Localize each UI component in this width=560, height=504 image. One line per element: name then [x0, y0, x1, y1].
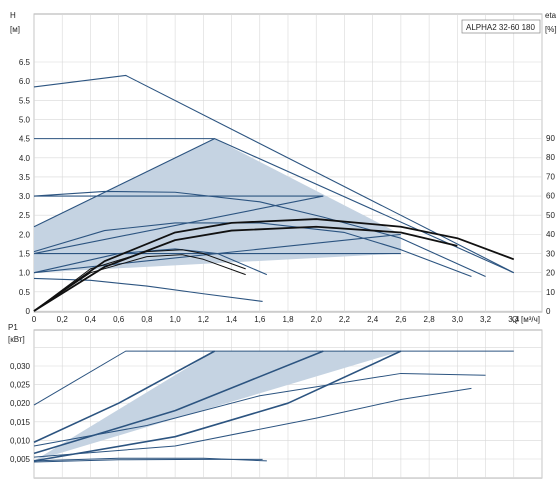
- bottom-series-line: [33, 372, 486, 447]
- top-x-tick-label: 1,2: [198, 315, 210, 324]
- top-x-tick-label: 0,4: [85, 315, 97, 324]
- top-series-line: [33, 254, 246, 312]
- top-y-tick-label: 0.5: [19, 288, 31, 297]
- top-x-tick-label: 3,4: [508, 315, 520, 324]
- bottom-series-line: [33, 350, 216, 443]
- top-y-tick-label: 3.5: [19, 173, 31, 182]
- top-x-tick-label: 2,6: [395, 315, 407, 324]
- top-y2-tick-label: 40: [546, 230, 555, 239]
- top-y2-unit: [%]: [545, 25, 557, 34]
- bottom-y-tick-label: 0,010: [10, 436, 31, 445]
- top-x-label: Q: [512, 315, 518, 324]
- top-x-tick-label: 1,8: [282, 315, 294, 324]
- top-y-tick-label: 2.0: [19, 230, 31, 239]
- model-label: ALPHA2 32-60 180: [466, 23, 535, 32]
- top-y2-tick-label: 30: [546, 249, 555, 258]
- top-y-tick-label: 5.0: [19, 115, 31, 124]
- bottom-series-line: [33, 350, 514, 406]
- top-series-line: [33, 138, 515, 274]
- top-x-tick-label: 2,2: [339, 315, 351, 324]
- top-x-tick-label: 1,6: [254, 315, 266, 324]
- top-series-line: [33, 74, 515, 274]
- top-x-tick-label: 2,0: [311, 315, 323, 324]
- top-y2-tick-label: 0: [546, 307, 551, 316]
- head-efficiency-chart: 0 0,2 0,4 0,6 0,8 1,0 1,2 1,4 1,6 1,8 2,0 2,2 2,4 2,6…: [10, 11, 557, 324]
- bottom-y-ticks: 0,005 0,010 0,015 0,020 0,025 0,030: [10, 362, 31, 464]
- top-series-line: [33, 190, 486, 278]
- bottom-series-group: [33, 350, 514, 463]
- top-y2-tick-label: 60: [546, 192, 555, 201]
- top-y-tick-label: 4.0: [19, 154, 31, 163]
- top-x-ticks: 0 0,2 0,4 0,6 0,8 1,0 1,2 1,4 1,6 1,8 2,0 2,2 2,4 2,6…: [32, 315, 520, 324]
- top-x-tick-label: 2,4: [367, 315, 379, 324]
- top-x-tick-label: 1,0: [170, 315, 182, 324]
- top-x-tick-label: 2,8: [424, 315, 436, 324]
- bottom-y-unit: [кВт]: [8, 335, 25, 344]
- bottom-shaded-region: [34, 351, 401, 461]
- top-y-tick-label: 1.0: [19, 269, 31, 278]
- top-y-tick-label: 6.0: [19, 77, 31, 86]
- bottom-series-line: [33, 350, 402, 462]
- top-y2-label: eta: [545, 11, 557, 20]
- top-series-line: [33, 248, 268, 276]
- top-series-line: [33, 218, 515, 312]
- top-x-tick-label: 0,8: [141, 315, 153, 324]
- top-y-unit: [м]: [10, 25, 20, 34]
- bottom-shaded-area: [34, 351, 401, 461]
- top-y2-tick-label: 10: [546, 288, 555, 297]
- top-y2-tick-label: 80: [546, 153, 555, 162]
- top-x-tick-label: 3,2: [480, 315, 492, 324]
- top-series-group: [33, 74, 515, 312]
- top-y-tick-label: 3.0: [19, 192, 31, 201]
- top-y-tick-label: 0: [26, 307, 31, 316]
- top-y-ticks: 0 0.5 1.0 1.5 2.0 2.5 3.0 3.5 4.0 4.5 5.0 5.5 6.0 6.5: [19, 58, 31, 316]
- bottom-y-tick-label: 0,025: [10, 381, 31, 390]
- bottom-y-tick-label: 0,005: [10, 455, 31, 464]
- top-y-label: H: [10, 11, 16, 20]
- top-y-tick-label: 5.5: [19, 96, 31, 105]
- top-y2-ticks: 0 10 20 30 40 50 60 70 80 90: [546, 134, 555, 316]
- bottom-y-tick-label: 0,015: [10, 418, 31, 427]
- bottom-y-label: P1: [8, 323, 18, 332]
- top-y-tick-label: 4.5: [19, 135, 31, 144]
- top-series-line: [33, 222, 472, 278]
- top-x-unit: [м³/ч]: [521, 315, 540, 324]
- top-shaded-region: [34, 138, 401, 273]
- top-y-tick-label: 2.5: [19, 211, 31, 220]
- top-y-tick-label: 1.5: [19, 250, 31, 259]
- top-x-tick-label: 0: [32, 315, 37, 324]
- top-shaded-area: [34, 138, 401, 273]
- bottom-y-tick-label: 0,030: [10, 362, 31, 371]
- bottom-series-line: [33, 387, 472, 458]
- top-y-tick-label: 6.5: [19, 58, 31, 67]
- top-x-tick-label: 0,2: [57, 315, 69, 324]
- top-x-tick-label: 1,4: [226, 315, 238, 324]
- top-y2-tick-label: 90: [546, 134, 555, 143]
- top-y2-tick-label: 50: [546, 211, 555, 220]
- top-y2-tick-label: 20: [546, 269, 555, 278]
- model-label-box: [461, 19, 541, 34]
- top-y2-tick-label: 70: [546, 172, 555, 181]
- top-series-line: [33, 277, 263, 302]
- top-series-line: [33, 225, 458, 312]
- top-x-tick-label: 0,6: [113, 315, 125, 324]
- bottom-y-tick-label: 0,020: [10, 399, 31, 408]
- bottom-series-line: [33, 350, 324, 455]
- power-chart: 0,005 0,010 0,015 0,020 0,025 0,030 P1 [кВт]: [8, 323, 543, 479]
- bottom-series-line: [33, 458, 263, 463]
- top-series-line: [33, 249, 246, 312]
- top-x-tick-label: 3,0: [452, 315, 464, 324]
